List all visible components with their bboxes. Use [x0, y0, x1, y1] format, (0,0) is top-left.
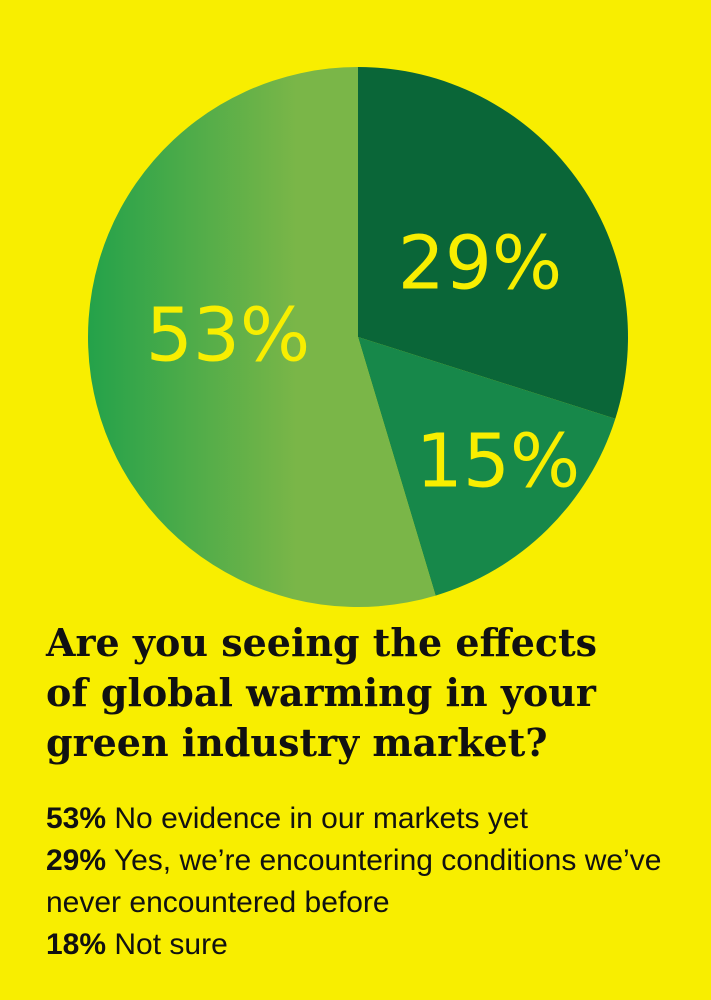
- legend: 53% No evidence in our markets yet 29% Ye…: [46, 798, 686, 966]
- pie-slice: [358, 67, 628, 419]
- slice-label: 29%: [398, 221, 562, 307]
- pie-slice: [358, 337, 616, 596]
- legend-share: 18%: [46, 928, 107, 961]
- slice-label: 53%: [146, 293, 310, 379]
- legend-item: 53% No evidence in our markets yet: [46, 798, 686, 840]
- slice-label: 15%: [416, 419, 580, 505]
- chart: 29% 15% 53%: [87, 67, 628, 608]
- title-line: of global warming in your: [46, 670, 596, 715]
- legend-share: 53%: [46, 802, 107, 835]
- title: Are you seeing the effects of global warm…: [46, 618, 706, 768]
- pie-slice: [87, 67, 436, 608]
- legend-item: 29% Yes, we’re encountering conditions w…: [46, 840, 686, 924]
- title-line: Are you seeing the effects: [46, 620, 598, 665]
- title-line: green industry market?: [46, 720, 548, 765]
- legend-text: Not sure: [114, 928, 228, 961]
- legend-text: No evidence in our markets yet: [114, 802, 528, 835]
- legend-item: 18% Not sure: [46, 924, 686, 966]
- legend-share: 29%: [46, 844, 107, 877]
- legend-text: Yes, we’re encountering conditions we’ve…: [46, 844, 662, 919]
